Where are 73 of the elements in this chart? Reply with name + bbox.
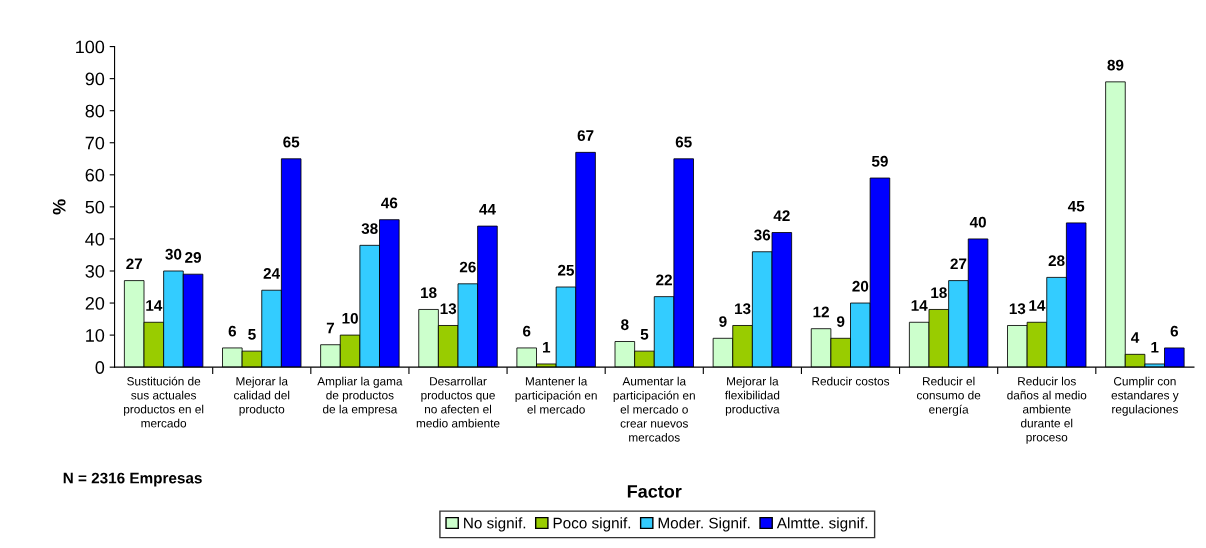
y-tick-label: 60 <box>85 168 105 182</box>
data-label: 6 <box>523 325 531 337</box>
x-tick-label: Mejorar la flexibilidad productiva <box>724 376 780 416</box>
data-label: 38 <box>361 223 378 235</box>
data-label: 27 <box>126 258 143 270</box>
data-label: 26 <box>459 261 476 273</box>
data-label: 9 <box>836 316 845 327</box>
data-label: 45 <box>1067 200 1085 212</box>
data-label: 18 <box>421 287 437 299</box>
y-tick-label: 0 <box>95 361 105 374</box>
x-tick-label: Reducir costos <box>812 376 890 386</box>
data-label: 67 <box>577 130 594 142</box>
data-label: 28 <box>1048 255 1065 267</box>
data-label: 1 <box>543 341 551 353</box>
y-tick-label: 50 <box>85 200 105 214</box>
data-label: 27 <box>950 258 967 270</box>
data-label: 46 <box>381 197 398 209</box>
legend-label: Poco signif. <box>553 517 631 532</box>
data-label: 4 <box>1131 332 1140 343</box>
data-label: 5 <box>640 329 649 340</box>
x-tick-label: Ampliar la gama de productos de la empresa <box>317 376 403 416</box>
data-label: 14 <box>1029 300 1046 311</box>
x-tick-label: Sustitución de sus actuales productos en el mercado <box>124 376 204 428</box>
y-axis-title: % <box>52 199 66 215</box>
y-tick-label: 70 <box>85 136 105 150</box>
data-label: 1 <box>1151 341 1159 353</box>
data-label: 18 <box>931 287 947 299</box>
data-label: 42 <box>773 210 790 222</box>
data-label: 13 <box>1009 303 1026 315</box>
data-label: 89 <box>1107 59 1124 71</box>
text: N = 2316 Empresas <box>63 472 202 487</box>
data-label: 14 <box>146 300 163 311</box>
x-tick-label: Mantener la participación en el mercado <box>515 376 597 414</box>
y-tick-label: 10 <box>86 329 105 342</box>
data-label: 25 <box>557 264 575 276</box>
data-label: 14 <box>911 300 928 311</box>
data-label: 29 <box>185 252 201 263</box>
data-label: 10 <box>342 312 358 324</box>
legend-label: No signif. <box>464 517 526 532</box>
data-label: 8 <box>621 319 629 331</box>
data-label: 30 <box>165 248 182 260</box>
data-label: 9 <box>719 316 727 327</box>
data-label: 65 <box>283 136 300 148</box>
x-tick-label: Reducir el consumo de energía <box>916 376 981 416</box>
y-tick-label: 40 <box>85 232 105 246</box>
data-label: 12 <box>813 306 829 318</box>
x-tick-label: Reducir los daños al medio ambiente durante el proceso <box>1007 376 1087 444</box>
x-axis-title: Factor <box>627 485 682 498</box>
data-label: 6 <box>228 325 237 337</box>
data-label: 65 <box>675 136 692 148</box>
y-tick-label: 80 <box>85 104 105 118</box>
data-label: 20 <box>852 280 869 292</box>
y-tick-label: 90 <box>85 72 105 86</box>
data-label: 24 <box>263 268 280 279</box>
data-label: 44 <box>479 204 496 215</box>
data-label: 40 <box>969 216 986 228</box>
y-tick-label: 100 <box>76 40 105 54</box>
data-label: 13 <box>440 303 457 315</box>
y-tick-label: 20 <box>85 296 105 310</box>
data-label: 36 <box>754 229 771 241</box>
data-label: 59 <box>871 155 888 167</box>
data-label: 7 <box>326 322 335 334</box>
x-tick-label: Aumentar la participación en el mercado o crear nuevos mercados <box>613 376 695 442</box>
legend-label: Moder. Signif. <box>658 517 750 532</box>
legend-label: Almtte. signif. <box>776 517 868 532</box>
data-label: 5 <box>248 329 256 340</box>
x-tick-label: Mejorar la calidad del producto <box>234 376 290 416</box>
x-tick-label: Desarrollar productos que no afecten el medio ambiente <box>416 376 500 428</box>
data-label: 13 <box>735 303 751 315</box>
data-label: 22 <box>656 274 672 286</box>
y-tick-label: 30 <box>85 264 105 278</box>
x-tick-label: Cumplir con estandares y regulaciones <box>1111 376 1179 416</box>
data-label: 6 <box>1170 325 1179 337</box>
